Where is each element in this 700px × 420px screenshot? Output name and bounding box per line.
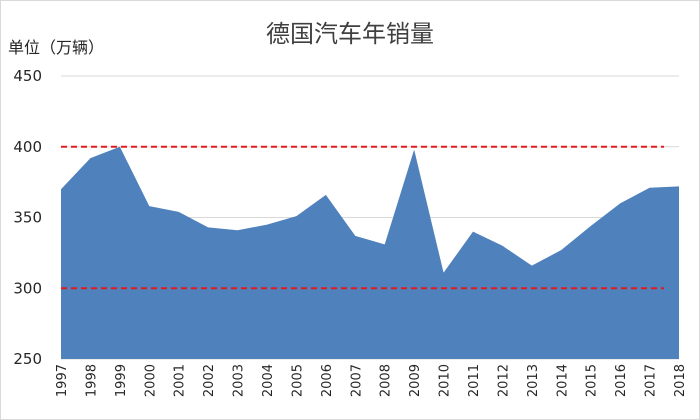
x-tick-2005: 2005 xyxy=(290,364,305,397)
x-tick-2012: 2012 xyxy=(496,364,511,397)
x-tick-2014: 2014 xyxy=(555,364,570,397)
x-tick-2010: 2010 xyxy=(438,364,453,397)
x-tick-2006: 2006 xyxy=(320,364,335,397)
x-tick-1999: 1999 xyxy=(114,364,129,397)
area-series-0 xyxy=(61,146,679,359)
x-tick-2018: 2018 xyxy=(673,364,688,397)
x-tick-2003: 2003 xyxy=(232,364,247,397)
x-tick-2013: 2013 xyxy=(526,364,541,397)
y-axis-unit-label: 单位（万辆） xyxy=(8,38,105,57)
x-tick-2011: 2011 xyxy=(467,364,482,397)
x-tick-2007: 2007 xyxy=(349,364,364,397)
x-tick-1998: 1998 xyxy=(84,364,99,397)
x-tick-2015: 2015 xyxy=(585,364,600,397)
area-series xyxy=(61,146,679,359)
reference-lines xyxy=(61,145,664,290)
y-tick-labels: 250 300 350 400 450 xyxy=(13,67,42,368)
x-tick-2016: 2016 xyxy=(614,364,629,397)
x-tick-2004: 2004 xyxy=(261,364,276,397)
x-tick-2009: 2009 xyxy=(408,364,423,397)
x-tick-2008: 2008 xyxy=(379,364,394,397)
y-tick-350: 350 xyxy=(13,209,42,227)
x-tick-labels: 1997 1998 1999 2000 2001 2002 2003 2004 2005 2006… xyxy=(55,364,688,397)
y-tick-250: 250 xyxy=(13,350,42,368)
x-tick-1997: 1997 xyxy=(55,364,70,397)
y-tick-400: 400 xyxy=(13,138,42,156)
x-tick-2002: 2002 xyxy=(202,364,217,397)
y-tick-300: 300 xyxy=(13,279,42,297)
chart-title: 德国汽车年销量 xyxy=(266,20,434,48)
y-tick-450: 450 xyxy=(13,67,42,85)
x-tick-2000: 2000 xyxy=(143,364,158,397)
x-tick-2017: 2017 xyxy=(644,364,659,397)
x-tick-2001: 2001 xyxy=(173,364,188,397)
